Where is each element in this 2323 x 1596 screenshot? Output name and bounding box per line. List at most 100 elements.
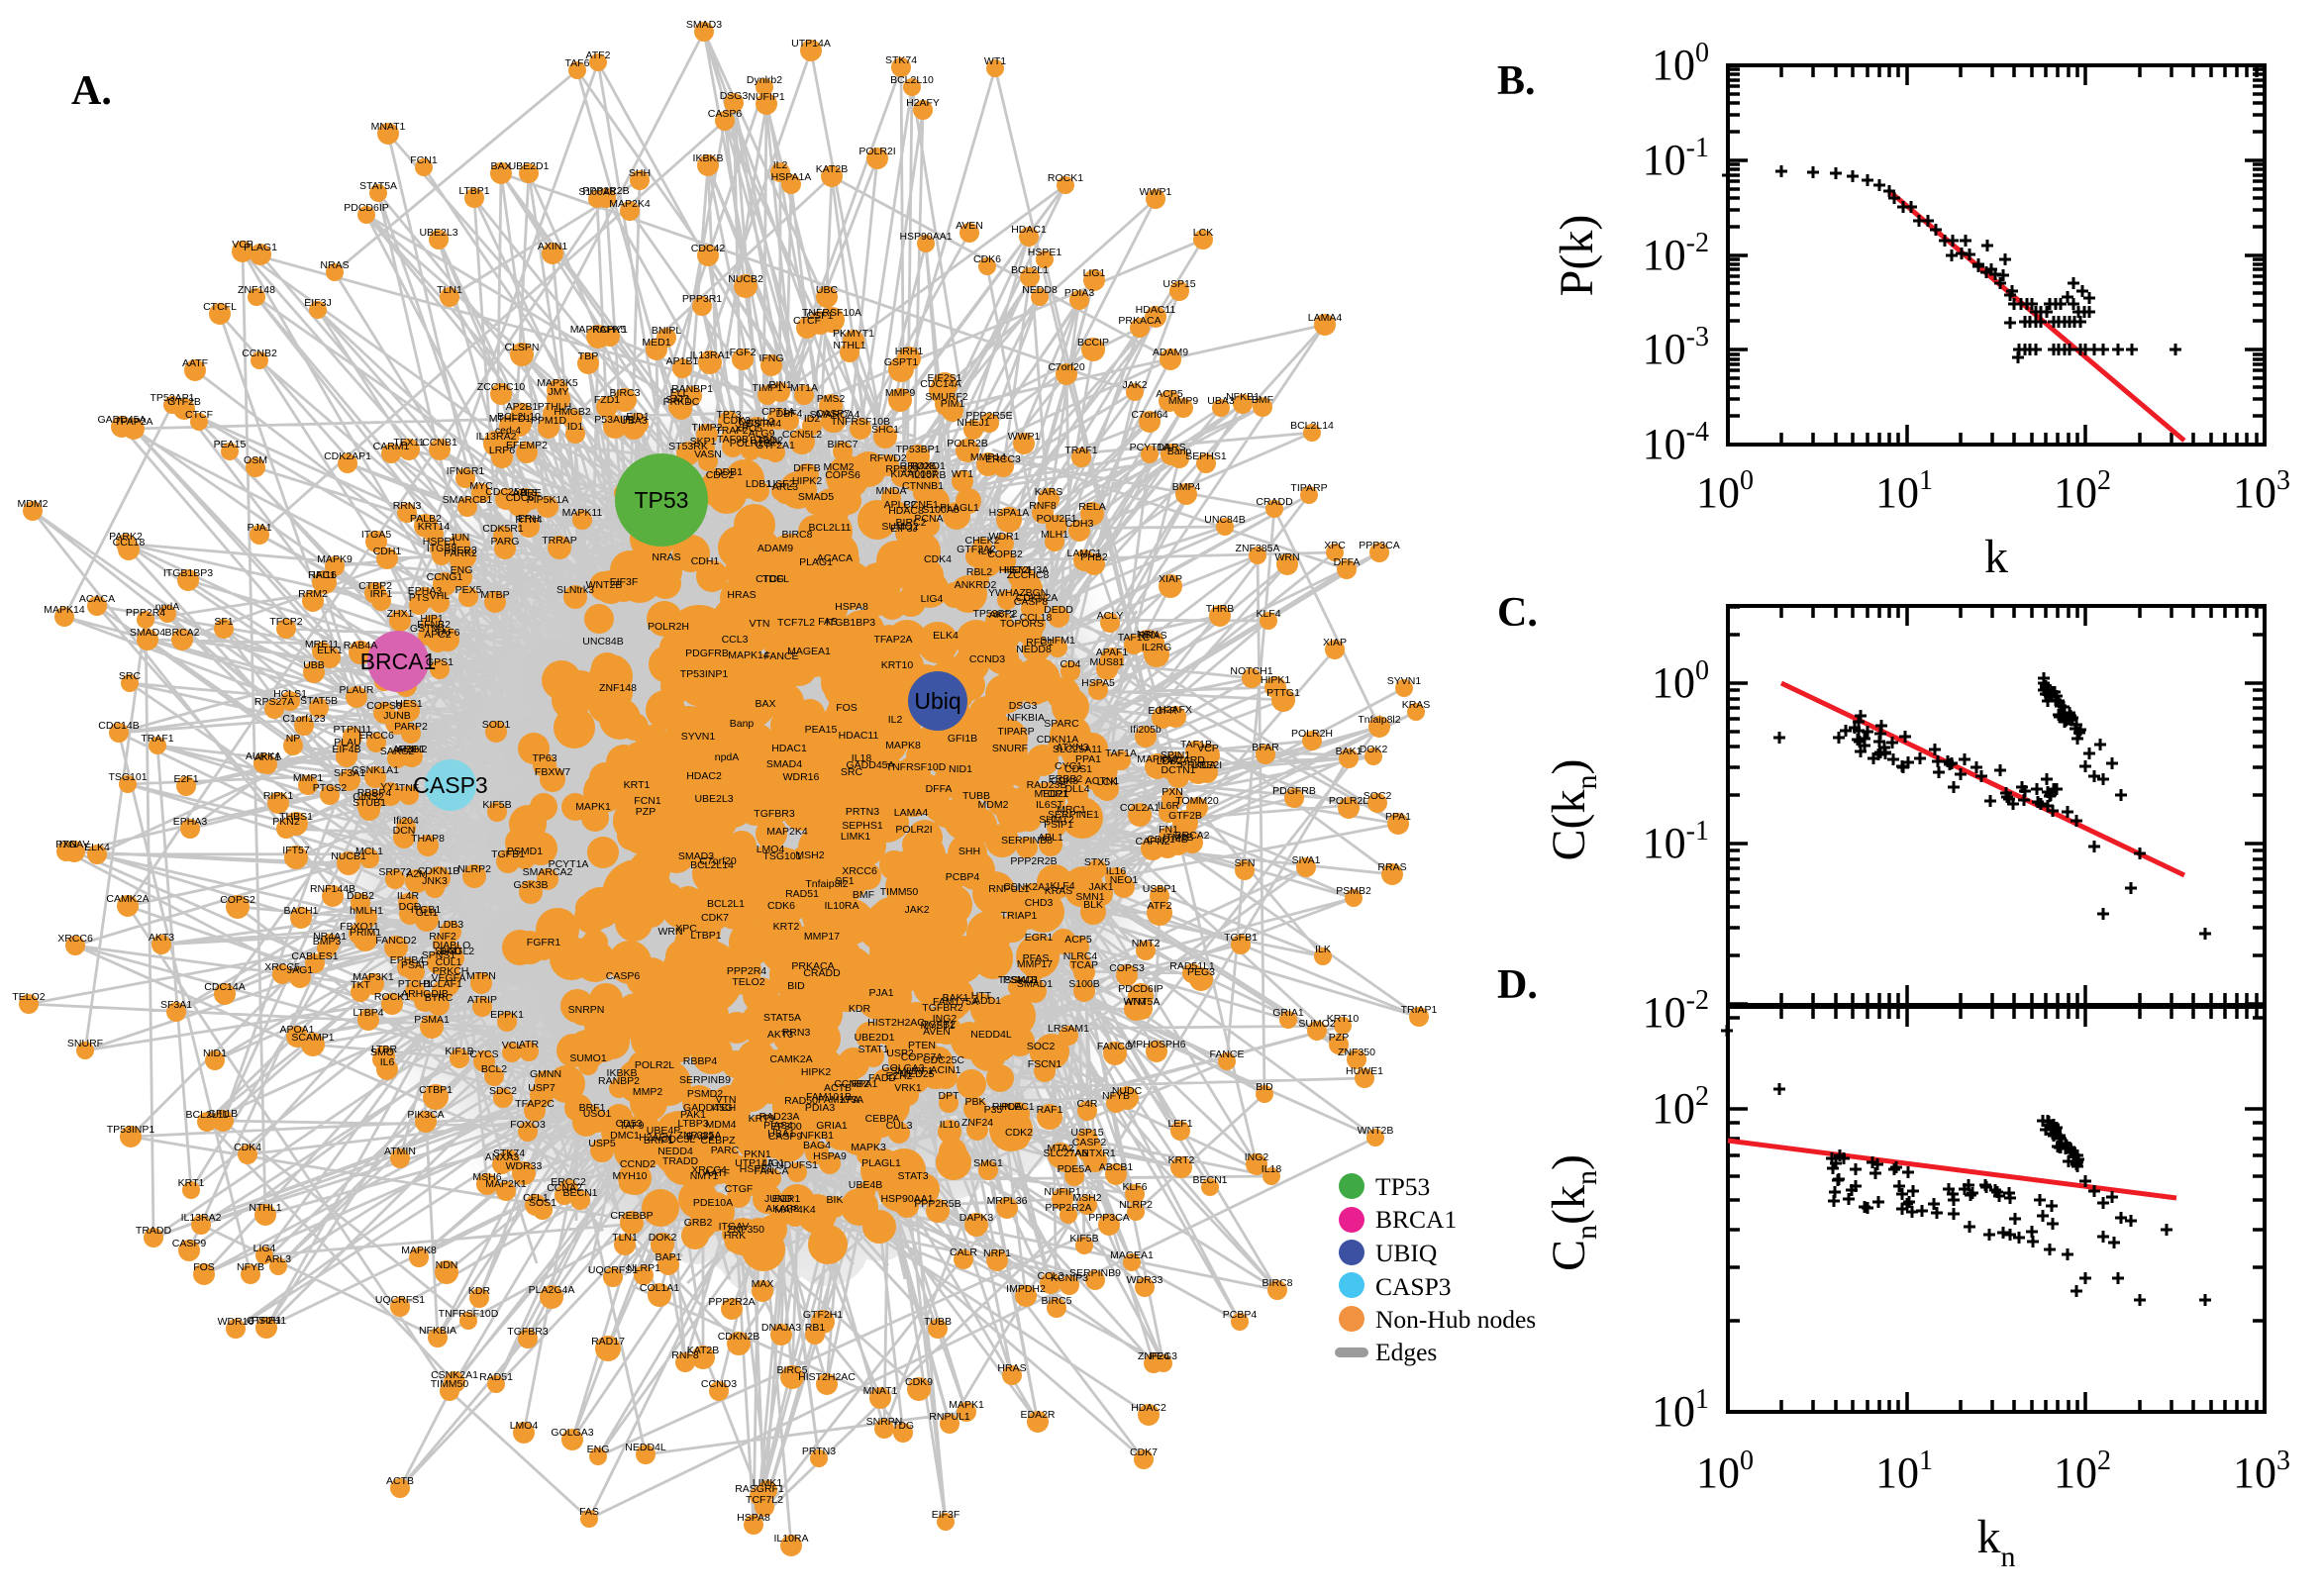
svg-text:RAF1: RAF1 [1037,1104,1063,1116]
svg-text:IL2: IL2 [888,714,903,726]
svg-text:LTBP3: LTBP3 [677,1118,708,1130]
svg-text:GRIA1: GRIA1 [1272,1007,1304,1019]
svg-text:HMGB2: HMGB2 [554,406,591,418]
svg-text:PDIA3: PDIA3 [1064,287,1095,299]
svg-text:UTP14A: UTP14A [791,38,831,50]
svg-text:FANCG: FANCG [1097,1041,1133,1052]
svg-text:PDE10A: PDE10A [693,1197,733,1209]
svg-text:BMP4: BMP4 [1172,481,1201,493]
svg-text:APLP2: APLP2 [884,499,917,511]
svg-text:LIMK1: LIMK1 [841,831,871,843]
svg-text:NEDD8: NEDD8 [1022,284,1058,296]
svg-text:ATF2: ATF2 [1148,900,1172,912]
svg-text:TUBB: TUBB [924,1316,952,1328]
svg-text:SHH: SHH [959,846,980,857]
svg-text:EIF3F: EIF3F [610,576,639,588]
svg-text:MAPK14: MAPK14 [44,604,85,616]
svg-text:WDR16: WDR16 [783,771,820,783]
svg-text:TELO2: TELO2 [732,976,764,988]
svg-text:EGFR: EGFR [1148,705,1177,717]
svg-text:SHH: SHH [629,167,651,179]
svg-text:RRM2: RRM2 [298,588,328,600]
svg-text:XPC: XPC [1324,540,1346,551]
svg-text:CAMK2A: CAMK2A [106,893,149,905]
svg-text:KDR: KDR [468,1285,491,1297]
svg-text:IFT57: IFT57 [282,845,310,856]
svg-text:RBL2: RBL2 [966,566,992,578]
svg-text:KRT1: KRT1 [178,1177,205,1189]
svg-text:GSPT1: GSPT1 [884,356,919,368]
svg-text:AXIN1: AXIN1 [538,241,568,252]
svg-text:CAMK2A: CAMK2A [769,1053,812,1065]
svg-text:MAP2K4: MAP2K4 [766,826,808,838]
svg-text:LMO4: LMO4 [757,844,785,855]
svg-text:LDB1: LDB1 [746,478,771,490]
svg-text:IKBKB: IKBKB [693,152,724,164]
svg-text:SOC2: SOC2 [1027,1041,1056,1052]
svg-text:PSMA1: PSMA1 [414,1014,450,1026]
svg-text:RNF8: RNF8 [671,1349,699,1361]
svg-text:TP53INP1: TP53INP1 [680,668,729,680]
svg-text:CASP6: CASP6 [606,970,641,982]
svg-text:SLNtrk3: SLNtrk3 [556,584,594,596]
svg-text:PTCH1: PTCH1 [398,978,433,990]
svg-text:MAP3K5: MAP3K5 [537,377,578,389]
svg-text:C7orf64: C7orf64 [1131,409,1168,421]
svg-text:Tnfaip8l2: Tnfaip8l2 [1358,714,1400,726]
svg-text:NTHL1: NTHL1 [249,1202,281,1214]
svg-text:VTN: VTN [716,1094,737,1106]
svg-text:RNPUL1: RNPUL1 [929,1411,970,1423]
svg-text:LDB3: LDB3 [438,919,463,931]
svg-text:BCL2: BCL2 [481,1063,507,1075]
svg-text:B.: B. [1497,58,1536,104]
svg-text:ATRIP: ATRIP [467,994,497,1006]
svg-text:UBB: UBB [303,659,325,671]
svg-text:PARK2: PARK2 [109,531,143,543]
svg-text:RB1: RB1 [805,1322,826,1334]
svg-text:EDA2R: EDA2R [1020,1409,1055,1421]
svg-text:CYCS: CYCS [469,1048,498,1060]
svg-text:VTN: VTN [750,618,770,630]
svg-text:PRTN3: PRTN3 [846,806,879,818]
svg-text:NID1: NID1 [949,763,972,775]
svg-text:MAP4K4: MAP4K4 [774,1204,816,1216]
svg-text:WDR1: WDR1 [989,531,1020,543]
svg-text:CYC1: CYC1 [1055,760,1082,772]
svg-text:KRAS: KRAS [1402,699,1431,711]
svg-text:HSP90AA1: HSP90AA1 [899,231,952,243]
svg-text:BIRC3: BIRC3 [610,387,641,399]
svg-text:ZNF385A: ZNF385A [1236,543,1280,554]
svg-text:COL1A1: COL1A1 [640,1282,679,1294]
svg-text:MMP9: MMP9 [1168,395,1198,407]
svg-text:Ifi205b: Ifi205b [1130,724,1162,736]
svg-text:MMP2: MMP2 [633,1086,662,1098]
svg-text:POLR2I: POLR2I [895,824,932,836]
svg-text:TGFB1: TGFB1 [1224,932,1258,944]
svg-text:HRAS: HRAS [997,1362,1026,1374]
svg-text:MED1: MED1 [642,337,670,349]
svg-text:TAF1A: TAF1A [1105,748,1137,759]
svg-text:RBBP4: RBBP4 [357,787,392,799]
svg-text:CDK5R1: CDK5R1 [482,523,524,535]
svg-text:C(kn): C(kn) [1543,759,1603,861]
svg-text:KAT2B: KAT2B [816,163,848,175]
svg-text:MAGEA1: MAGEA1 [1110,1249,1154,1261]
svg-text:ELL: ELL [670,387,689,399]
svg-text:RAC1: RAC1 [308,569,336,581]
svg-text:MAPK8: MAPK8 [401,1245,437,1256]
svg-text:HSPB1: HSPB1 [740,1163,774,1175]
svg-text:TNFRSF10D: TNFRSF10D [439,1308,499,1320]
svg-text:MMP17: MMP17 [1017,958,1053,970]
svg-text:BAK1: BAK1 [1336,746,1363,757]
svg-text:ced-4: ced-4 [495,425,521,437]
svg-text:HSPE1: HSPE1 [1028,247,1062,258]
svg-text:DIABLO: DIABLO [433,940,471,951]
svg-text:E2F1: E2F1 [173,773,198,785]
svg-text:PPP2R2A: PPP2R2A [708,1296,755,1308]
svg-text:KIF1B: KIF1B [445,1046,473,1057]
svg-text:PPP3CA: PPP3CA [1359,540,1399,551]
svg-text:SNRPN: SNRPN [568,1004,605,1016]
svg-text:CCND2: CCND2 [620,1158,656,1170]
svg-text:MYH10: MYH10 [612,1170,647,1182]
svg-text:PEG3: PEG3 [1150,1350,1177,1362]
